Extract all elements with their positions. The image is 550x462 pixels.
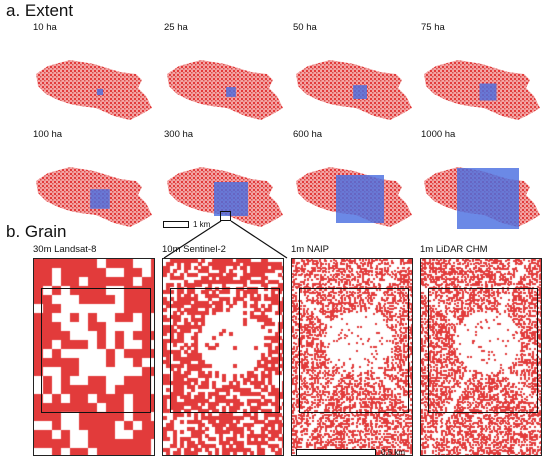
extent-square [336,175,384,223]
forest-raster [292,259,412,455]
extent-square [214,182,248,216]
extent-panel: 600 ha [290,129,418,229]
extent-panel-label: 1000 ha [421,129,456,140]
grain-raster-panel [291,258,413,456]
extent-square [457,168,519,229]
study-area-map [296,167,412,227]
grain-panel-label: 30m Landsat-8 [33,244,97,255]
extent-outline-box [170,288,280,413]
grain-panel-label: 10m Sentinel-2 [162,244,226,255]
extent-scale-label: 1 km [193,220,211,229]
study-area-polygon [36,60,152,120]
extent-panel: 75 ha [418,22,546,122]
extent-square [479,83,497,101]
grain-scale-label: 0.5 km [381,448,406,457]
extent-panel-label: 600 ha [293,129,323,140]
extent-panel: 1000 ha [418,129,546,229]
forest-raster [34,259,154,455]
extent-section-title: a. Extent [6,1,74,20]
extent-panel: 10 ha [30,22,158,122]
study-area-polygon [167,60,283,120]
study-area-map [424,60,540,120]
study-area-map [36,60,152,120]
grain-locator-box [220,211,231,221]
study-area-map [167,60,283,120]
extent-square [353,85,367,99]
forest-raster [163,259,283,455]
extent-panel-label: 10 ha [33,22,57,33]
extent-panel: 100 ha [30,129,158,229]
study-area-map [424,167,540,229]
extent-outline-box [299,288,409,413]
extent-panel: 300 ha [161,129,289,229]
extent-scale-bar [163,221,189,228]
extent-panel-label: 50 ha [293,22,317,33]
study-area-map [167,167,283,227]
grain-raster-panel [33,258,155,456]
extent-panel-label: 75 ha [421,22,445,33]
extent-square [96,88,104,96]
extent-panel-label: 25 ha [164,22,188,33]
grain-section-title: b. Grain [6,222,67,241]
study-area-map [36,167,152,227]
extent-panel-label: 300 ha [164,129,194,140]
extent-panel: 50 ha [290,22,418,122]
extent-panel: 25 ha [161,22,289,122]
study-area-map [296,60,412,120]
grain-raster-panel [420,258,542,456]
extent-panel-label: 100 ha [33,129,63,140]
extent-square [90,189,110,209]
extent-square [226,87,236,97]
extent-outline-box [428,288,538,413]
grain-panel-label: 1m NAIP [291,244,330,255]
grain-scale-bar [296,449,376,456]
grain-panel-label: 1m LiDAR CHM [420,244,488,255]
extent-outline-box [41,288,151,413]
grain-raster-panel [162,258,284,456]
forest-raster [421,259,541,455]
